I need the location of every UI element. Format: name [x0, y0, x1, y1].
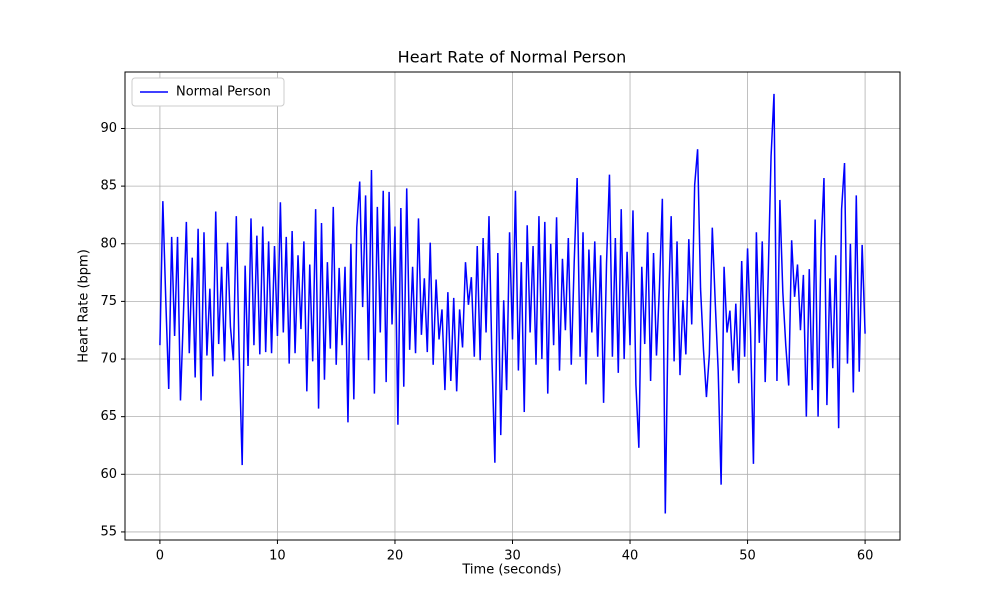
legend-box — [131, 77, 285, 107]
y-axis-label: Heart Rate (bpm) — [77, 249, 92, 363]
x-tick-label: 30 — [504, 549, 521, 564]
y-tick-label: 85 — [100, 179, 117, 194]
y-tick-label: 55 — [100, 524, 117, 539]
y-tick-label: 75 — [100, 294, 117, 309]
y-tick-label: 65 — [100, 409, 117, 424]
chart-title: Heart Rate of Normal Person — [398, 48, 627, 67]
x-tick-label: 10 — [269, 549, 286, 564]
plot-frame — [124, 71, 901, 541]
legend-label: Normal Person — [176, 85, 271, 100]
y-tick-label: 70 — [100, 352, 117, 367]
x-tick-label: 0 — [156, 549, 164, 564]
data-line — [159, 93, 866, 514]
x-axis-label: Time (seconds) — [461, 563, 561, 578]
x-tick-label: 60 — [857, 549, 874, 564]
y-tick-label: 80 — [100, 236, 117, 251]
y-tick-label: 60 — [100, 467, 117, 482]
x-tick-label: 20 — [387, 549, 404, 564]
x-tick-label: 40 — [622, 549, 639, 564]
y-tick-label: 90 — [100, 121, 117, 136]
x-tick-label: 50 — [739, 549, 756, 564]
